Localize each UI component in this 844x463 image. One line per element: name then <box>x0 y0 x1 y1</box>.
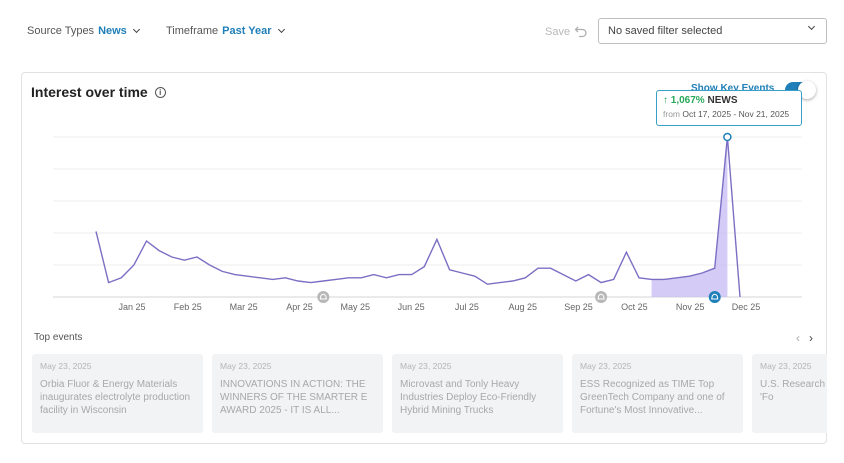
panel-title: Interest over time <box>31 84 148 100</box>
event-card[interactable]: May 23, 2025 INNOVATIONS IN ACTION: THE … <box>212 354 383 433</box>
x-tick-label: Apr 25 <box>286 302 313 312</box>
x-tick-label: Mar 25 <box>230 302 258 312</box>
interest-chart: Jan 25 Feb 25 Mar 25 Apr 25 May 25 Jun 25 Jul … <box>53 132 802 312</box>
key-event-markers <box>317 132 732 303</box>
x-tick-label: Jul 25 <box>455 302 479 312</box>
x-tick-label: Dec 25 <box>732 302 761 312</box>
x-tick-label: Feb 25 <box>174 302 202 312</box>
undo-icon[interactable] <box>574 24 588 38</box>
show-key-events-label: Show Key Events <box>691 83 775 94</box>
save-button[interactable]: Save <box>545 26 571 38</box>
bell-icon[interactable] <box>595 291 608 303</box>
x-tick-label: Sep 25 <box>564 302 593 312</box>
prev-arrow-icon[interactable]: ‹ <box>796 331 800 345</box>
chevron-down-icon[interactable] <box>277 25 285 34</box>
event-card[interactable]: May 23, 2025 Microvast and Tonly Heavy I… <box>392 354 563 433</box>
tooltip-subline: from Oct 17, 2025 - Nov 21, 2025 <box>663 109 795 119</box>
info-icon[interactable]: i <box>154 86 166 98</box>
tooltip-series: NEWS <box>707 95 738 106</box>
peak-point[interactable] <box>723 132 732 142</box>
panel-title-group: Interest over time i <box>31 84 166 100</box>
timeframe-value[interactable]: Past Year <box>222 25 272 37</box>
chart-tooltip: ↑ 1,067% NEWS from Oct 17, 2025 - Nov 21… <box>656 90 802 126</box>
x-tick-label: Jun 25 <box>398 302 425 312</box>
event-date: May 23, 2025 <box>400 361 452 371</box>
series-line-news <box>95 136 741 298</box>
x-tick-label: Aug 25 <box>508 302 537 312</box>
source-types-filter[interactable]: Source Types News <box>27 25 140 37</box>
toggle-knob[interactable] <box>798 81 816 99</box>
event-date: May 23, 2025 <box>760 361 812 371</box>
event-title[interactable]: U.S. Research Developing Without 'Fo <box>760 379 827 403</box>
event-title[interactable]: Microvast and Tonly Heavy Industries Dep… <box>400 379 537 416</box>
x-axis-ticks: Jan 25 Feb 25 Mar 25 Apr 25 May 25 Jun 25 Jul … <box>118 302 760 312</box>
event-title[interactable]: Orbia Fluor & Energy Materials inaugurat… <box>40 379 191 416</box>
next-arrow-icon[interactable]: › <box>809 331 813 345</box>
top-events-carousel: May 23, 2025 Orbia Fluor & Energy Materi… <box>32 354 827 433</box>
x-tick-label: Jan 25 <box>118 302 145 312</box>
chevron-down-icon[interactable] <box>132 25 140 34</box>
tooltip-change: 1,067% <box>670 95 705 106</box>
arrow-up-icon: ↑ <box>663 95 668 106</box>
event-title[interactable]: ESS Recognized as TIME Top GreenTech Com… <box>580 379 725 416</box>
timeframe-label: Timeframe <box>166 25 219 37</box>
event-card[interactable]: May 23, 2025 ESS Recognized as TIME Top … <box>572 354 743 433</box>
event-date: May 23, 2025 <box>580 361 632 371</box>
source-types-label: Source Types <box>27 25 95 37</box>
tooltip-from-label: from <box>663 109 680 119</box>
event-date: May 23, 2025 <box>220 361 272 371</box>
x-tick-label: Oct 25 <box>621 302 648 312</box>
interest-over-time-panel: Interest over time i Show Key Events Jan… <box>21 72 827 444</box>
x-tick-label: May 25 <box>341 302 371 312</box>
chevron-down-icon <box>807 22 816 31</box>
saved-filter-select[interactable]: No saved filter selected <box>598 18 827 44</box>
event-card[interactable]: May 23, 2025 U.S. Research Developing Wi… <box>752 354 827 433</box>
tooltip-range: Oct 17, 2025 - Nov 21, 2025 <box>682 109 790 119</box>
highlight-area <box>651 137 728 297</box>
event-card[interactable]: May 23, 2025 Orbia Fluor & Energy Materi… <box>32 354 203 433</box>
x-tick-label: Nov 25 <box>676 302 705 312</box>
timeframe-filter[interactable]: Timeframe Past Year <box>166 25 285 37</box>
top-events-label: Top events <box>34 332 83 343</box>
bell-icon[interactable] <box>317 291 330 303</box>
filter-bar: Source Types News Timeframe Past Year Sa… <box>0 0 844 64</box>
tooltip-headline: ↑ 1,067% NEWS <box>663 95 795 106</box>
event-date: May 23, 2025 <box>40 361 92 371</box>
saved-filter-value: No saved filter selected <box>608 25 723 37</box>
source-types-value[interactable]: News <box>98 25 127 37</box>
event-title[interactable]: INNOVATIONS IN ACTION: THE WINNERS OF TH… <box>220 379 368 416</box>
chart-grid <box>53 136 802 298</box>
bell-icon[interactable] <box>708 291 721 303</box>
